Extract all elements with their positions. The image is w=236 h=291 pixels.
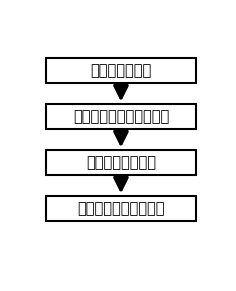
Bar [46, 196, 196, 221]
Bar [46, 104, 196, 129]
Bar [46, 58, 196, 83]
Text: 图像分割和边缘轮廓提取: 图像分割和边缘轮廓提取 [73, 109, 169, 124]
Text: 三维心脏模型的可视化: 三维心脏模型的可视化 [77, 201, 165, 216]
Text: 心脏模型三维重建: 心脏模型三维重建 [86, 155, 156, 170]
Bar [46, 150, 196, 175]
Text: 超声图像预处理: 超声图像预处理 [90, 63, 152, 78]
